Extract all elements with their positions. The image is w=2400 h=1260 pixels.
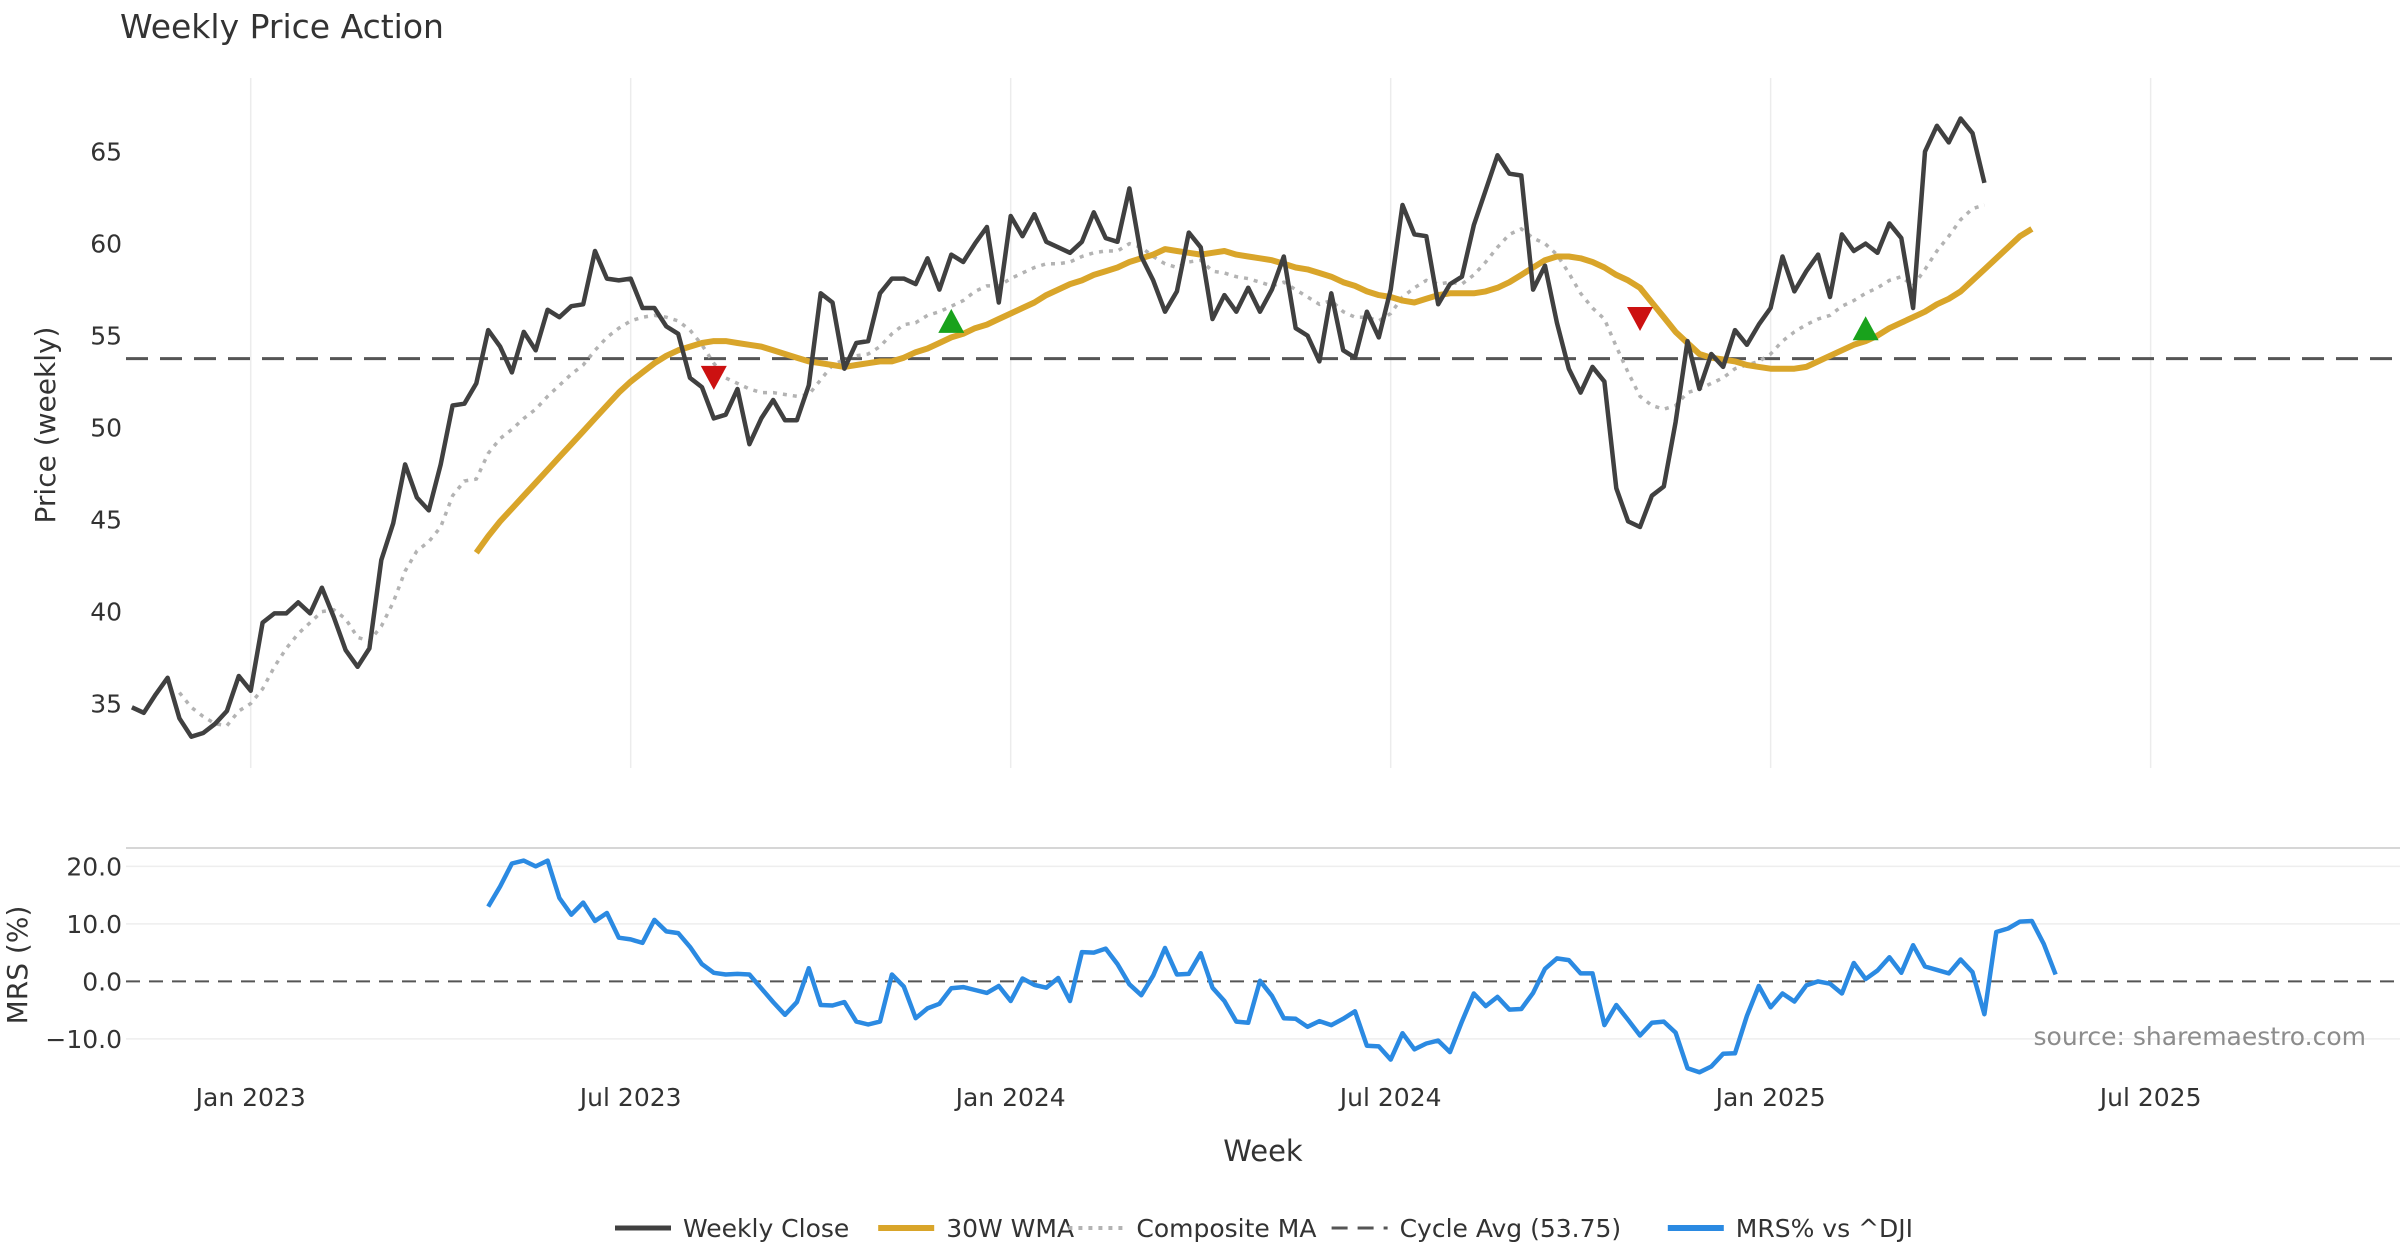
price-y-axis-label: Price (weekly) — [29, 327, 62, 524]
legend: Weekly Close 30W WMA Composite MA Cycle Avg… — [615, 1214, 1913, 1243]
buy-signal-marker — [1852, 316, 1879, 341]
price-y-tick-label: 40 — [90, 598, 122, 627]
x-axis-label: Week — [1223, 1134, 1303, 1168]
x-tick-label: Jan 2025 — [1714, 1083, 1826, 1112]
mrs-line — [486, 858, 2058, 1075]
mrs-y-axis-label: MRS (%) — [1, 906, 34, 1025]
mrs-y-tick-label: −10.0 — [45, 1025, 122, 1054]
signal-markers — [700, 307, 1879, 390]
x-tick-label: Jan 2024 — [954, 1083, 1066, 1112]
price-y-tick-labels: 35 40 45 50 55 60 65 — [90, 138, 122, 719]
price-y-tick-label: 45 — [90, 506, 122, 535]
price-y-tick-label: 35 — [90, 690, 122, 719]
mrs-y-tick-label: 0.0 — [82, 967, 122, 996]
price-y-tick-label: 65 — [90, 138, 122, 167]
chart-title: Weekly Price Action — [120, 7, 444, 46]
mrs-y-tick-labels: 20.0 10.0 0.0 −10.0 — [45, 852, 122, 1054]
price-y-tick-label: 55 — [90, 322, 122, 351]
mrs-y-tick-label: 20.0 — [66, 852, 122, 881]
mrs-y-tick-label: 10.0 — [66, 910, 122, 939]
buy-signal-marker — [938, 308, 965, 333]
legend-label: Weekly Close — [683, 1214, 849, 1243]
price-grid — [249, 78, 2152, 768]
legend-label: MRS% vs ^DJI — [1736, 1214, 1913, 1243]
sell-signal-marker — [1627, 307, 1654, 332]
composite-ma-line — [178, 203, 1985, 728]
x-tick-label: Jul 2023 — [578, 1083, 682, 1112]
legend-label: Composite MA — [1136, 1214, 1316, 1243]
x-tick-label: Jul 2024 — [1338, 1083, 1442, 1112]
legend-label: Cycle Avg (53.75) — [1400, 1214, 1622, 1243]
price-y-tick-label: 50 — [90, 414, 122, 443]
mrs-grid — [126, 865, 2400, 1040]
weekly-close-line — [130, 116, 1987, 739]
source-note: source: sharemaestro.com — [2034, 1022, 2367, 1051]
x-tick-label: Jan 2023 — [194, 1083, 306, 1112]
x-tick-label: Jul 2025 — [2098, 1083, 2202, 1112]
wma-30w-line — [473, 226, 2034, 555]
sell-signal-marker — [700, 365, 727, 390]
price-y-tick-label: 60 — [90, 230, 122, 259]
x-tick-labels: Jan 2023 Jul 2023 Jan 2024 Jul 2024 Jan 2025… — [194, 1083, 2202, 1112]
legend-label: 30W WMA — [946, 1214, 1074, 1243]
